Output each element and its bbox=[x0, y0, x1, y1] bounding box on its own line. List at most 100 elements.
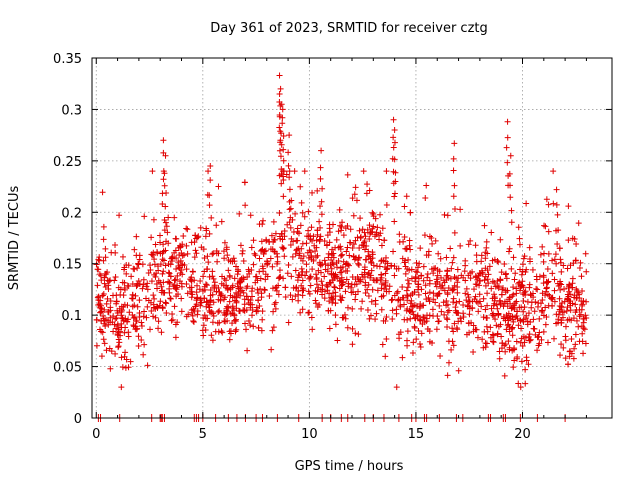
data-point bbox=[280, 245, 287, 252]
data-point bbox=[476, 291, 483, 298]
data-point bbox=[450, 167, 457, 174]
data-point bbox=[353, 197, 360, 204]
data-point bbox=[362, 282, 369, 289]
data-point bbox=[366, 222, 373, 229]
data-point bbox=[331, 283, 338, 290]
data-point bbox=[188, 294, 195, 301]
data-point bbox=[514, 308, 521, 315]
data-point bbox=[538, 336, 545, 343]
data-point bbox=[509, 324, 516, 331]
data-point bbox=[223, 244, 230, 251]
data-point bbox=[197, 278, 204, 285]
data-point bbox=[292, 210, 299, 217]
data-point bbox=[303, 268, 310, 275]
data-point bbox=[491, 291, 498, 298]
data-point bbox=[178, 266, 185, 273]
data-point bbox=[366, 236, 373, 243]
data-point bbox=[406, 242, 413, 249]
data-point bbox=[147, 326, 154, 333]
data-point bbox=[525, 310, 532, 317]
data-point bbox=[274, 258, 281, 265]
data-point bbox=[352, 237, 359, 244]
data-point bbox=[479, 336, 486, 343]
data-point bbox=[125, 364, 132, 371]
data-point bbox=[497, 301, 504, 308]
data-point bbox=[557, 256, 564, 263]
data-point bbox=[390, 144, 397, 151]
data-point bbox=[443, 298, 450, 305]
data-point bbox=[308, 224, 315, 231]
data-point bbox=[448, 346, 455, 353]
data-point bbox=[404, 284, 411, 291]
data-point bbox=[163, 310, 170, 317]
data-point bbox=[499, 340, 506, 347]
data-point bbox=[209, 319, 216, 326]
data-point bbox=[294, 225, 301, 232]
data-point bbox=[416, 260, 423, 267]
data-point bbox=[558, 268, 565, 275]
data-point bbox=[312, 297, 319, 304]
data-point bbox=[194, 282, 201, 289]
data-point bbox=[514, 354, 521, 361]
data-point bbox=[118, 384, 125, 391]
data-point bbox=[324, 232, 331, 239]
data-point bbox=[576, 291, 583, 298]
data-point bbox=[497, 276, 504, 283]
data-point bbox=[424, 274, 431, 281]
data-point bbox=[222, 277, 229, 284]
data-point bbox=[502, 348, 509, 355]
data-point bbox=[394, 288, 401, 295]
data-point bbox=[208, 332, 215, 339]
x-tick-label: 10 bbox=[301, 427, 318, 442]
data-point bbox=[207, 298, 214, 305]
data-point bbox=[481, 222, 488, 229]
data-point bbox=[242, 320, 249, 327]
data-point bbox=[379, 225, 386, 232]
data-point bbox=[166, 279, 173, 286]
data-point bbox=[160, 257, 167, 264]
data-point bbox=[217, 292, 224, 299]
data-point bbox=[256, 303, 263, 310]
data-point bbox=[472, 242, 479, 249]
data-point bbox=[415, 327, 422, 334]
data-point bbox=[172, 276, 179, 283]
chart-title: Day 361 of 2023, SRMTID for receiver czt… bbox=[210, 21, 488, 36]
data-point bbox=[453, 309, 460, 316]
data-point bbox=[366, 253, 373, 260]
data-point bbox=[445, 359, 452, 366]
data-point bbox=[115, 336, 122, 343]
data-point bbox=[578, 273, 585, 280]
data-point bbox=[490, 339, 497, 346]
data-point bbox=[508, 265, 515, 272]
data-point bbox=[115, 329, 122, 336]
data-point bbox=[383, 314, 390, 321]
data-point bbox=[382, 353, 389, 360]
data-point bbox=[515, 380, 522, 387]
data-point bbox=[488, 285, 495, 292]
data-point bbox=[253, 308, 260, 315]
data-point bbox=[305, 309, 312, 316]
data-point bbox=[454, 266, 461, 273]
data-point bbox=[483, 238, 490, 245]
data-point bbox=[191, 239, 198, 246]
data-point bbox=[133, 233, 140, 240]
data-point bbox=[416, 304, 423, 311]
data-point bbox=[276, 124, 283, 131]
data-point bbox=[165, 269, 172, 276]
data-point bbox=[423, 312, 430, 319]
data-point bbox=[345, 283, 352, 290]
data-point bbox=[330, 261, 337, 268]
data-point bbox=[404, 293, 411, 300]
data-point bbox=[482, 255, 489, 262]
data-point bbox=[141, 308, 148, 315]
data-point bbox=[361, 239, 368, 246]
data-point bbox=[134, 282, 141, 289]
data-point bbox=[192, 247, 199, 254]
data-point bbox=[404, 342, 411, 349]
data-point bbox=[167, 295, 174, 302]
data-point bbox=[286, 168, 293, 175]
data-point bbox=[201, 254, 208, 261]
data-point bbox=[579, 287, 586, 294]
data-point bbox=[278, 180, 285, 187]
data-point bbox=[312, 300, 319, 307]
